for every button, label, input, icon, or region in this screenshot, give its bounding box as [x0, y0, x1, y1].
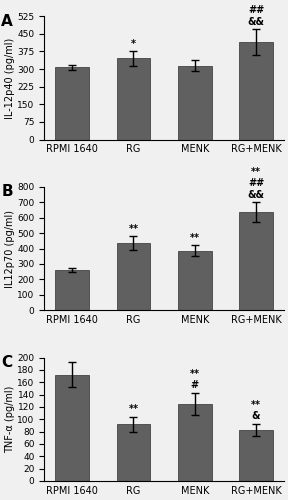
Bar [178, 404, 212, 481]
Text: **
##
&&: ** ## && [248, 166, 265, 200]
Bar [178, 251, 212, 310]
Bar [178, 66, 212, 140]
Bar [117, 58, 150, 140]
Text: ##
&&: ## && [248, 5, 265, 26]
Bar [117, 243, 150, 310]
Text: **: ** [128, 404, 139, 414]
Text: **: ** [190, 233, 200, 243]
Text: *: * [131, 39, 136, 49]
Y-axis label: TNF-α (pg/ml): TNF-α (pg/ml) [5, 386, 15, 453]
Bar [239, 430, 273, 481]
Text: **
#: ** # [190, 368, 200, 390]
Text: **: ** [128, 224, 139, 234]
Y-axis label: IL-12p40 (pg/ml): IL-12p40 (pg/ml) [5, 38, 15, 118]
Bar [55, 67, 89, 140]
Text: C: C [1, 355, 12, 370]
Bar [55, 270, 89, 310]
Bar [117, 424, 150, 481]
Text: **
&: ** & [251, 400, 261, 421]
Bar [55, 375, 89, 481]
Bar [239, 212, 273, 310]
Y-axis label: IL12p70 (pg/ml): IL12p70 (pg/ml) [5, 210, 15, 288]
Bar [239, 42, 273, 140]
Text: B: B [1, 184, 13, 200]
Text: A: A [1, 14, 13, 28]
